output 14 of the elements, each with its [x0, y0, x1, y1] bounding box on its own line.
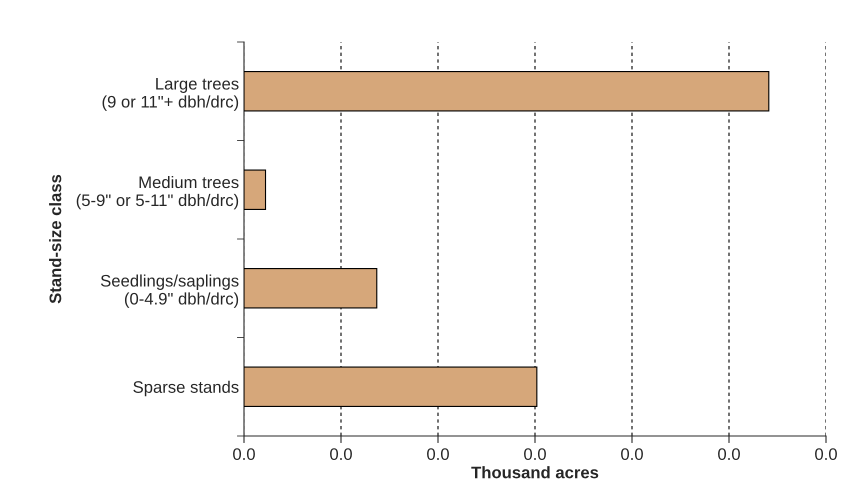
y-tick-label: Large trees (9 or 11"+ dbh/drc) — [102, 78, 239, 111]
bar — [244, 169, 266, 210]
text: 0.0 — [718, 448, 740, 460]
text: 0.0 — [427, 448, 449, 460]
y-tick-label: Seedlings/saplings (0-4.9" dbh/drc) — [100, 274, 239, 308]
y-tick-label: Sparse stands — [133, 380, 239, 396]
y-axis-title: Stand-size class — [49, 174, 62, 304]
y-tick-label: Medium trees (5-9" or 5-11" dbh/drc) — [76, 176, 239, 210]
text: 0.0 — [330, 448, 352, 460]
text: 0.0 — [524, 448, 546, 460]
x-axis-title: Thousand acres — [471, 466, 598, 478]
text: 0.0 — [621, 448, 643, 460]
text: 0.0 — [815, 448, 837, 460]
text: 0.0 — [233, 448, 255, 460]
